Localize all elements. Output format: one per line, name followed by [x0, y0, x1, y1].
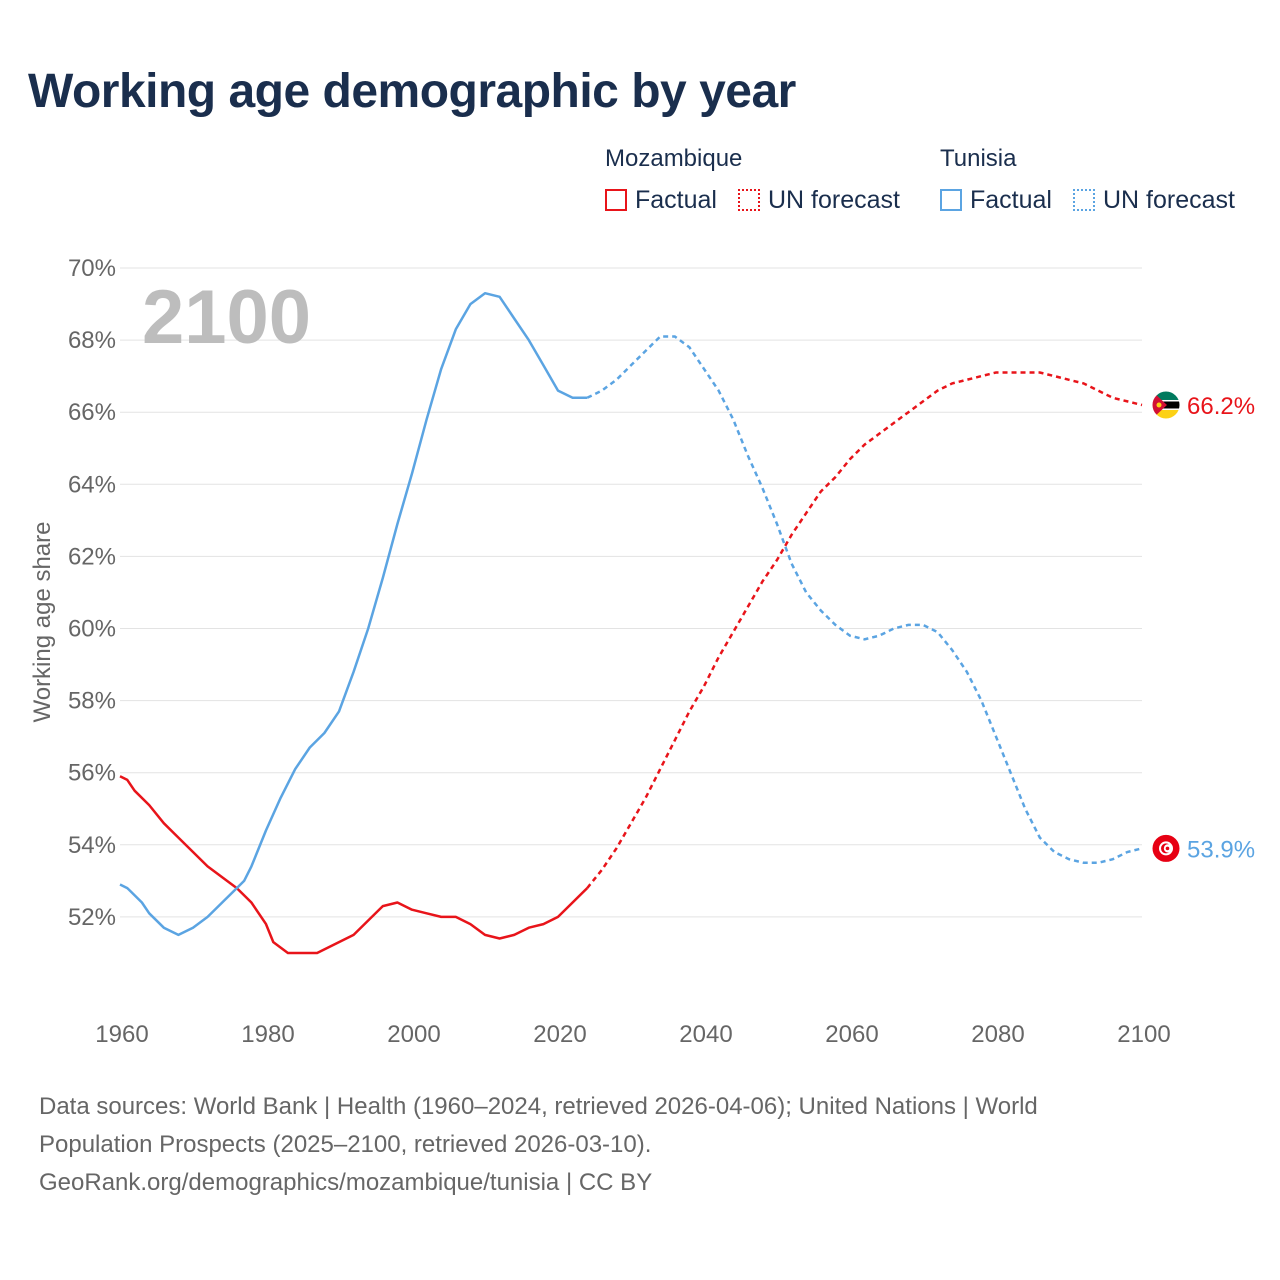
y-tick-label: 56%: [68, 760, 116, 787]
x-tick-label: 1980: [241, 1021, 294, 1048]
y-tick-label: 64%: [68, 471, 116, 498]
attribution-link[interactable]: GeoRank.org/demographics/mozambique/tuni…: [39, 1169, 653, 1196]
x-tick-label: 2040: [679, 1021, 732, 1048]
x-tick-label: 2100: [1117, 1021, 1170, 1048]
legend-mozambique-forecast[interactable]: UN forecast: [738, 186, 900, 214]
grid-lines: [120, 267, 1142, 918]
x-tick-label: 2020: [533, 1021, 586, 1048]
y-tick-label: 62%: [68, 543, 116, 570]
y-tick-label: 54%: [68, 832, 116, 859]
legend-tunisia-forecast[interactable]: UN forecast: [1073, 186, 1235, 214]
x-tick-label: 2080: [971, 1021, 1024, 1048]
y-tick-label: 60%: [68, 616, 116, 643]
y-tick-label: 52%: [68, 904, 116, 931]
x-tick-label: 2000: [387, 1021, 440, 1048]
legend-solid-swatch-icon: [605, 189, 627, 211]
year-watermark: 2100: [142, 275, 311, 360]
legend-label: UN forecast: [768, 185, 900, 214]
y-axis-ticks: 52% 54% 56% 58% 60% 62% 64% 66% 68% 70%: [68, 255, 116, 931]
end-markers: 66.2% 53.9%: [1151, 390, 1255, 863]
legend-solid-swatch-icon: [940, 189, 962, 211]
x-axis-ticks: 1960 1980 2000 2020 2040 2060 2080 2100: [95, 1021, 1170, 1048]
series-line-tunisia-forecast: [586, 335, 1143, 865]
series-line-mozambique-factual: [119, 775, 589, 955]
y-tick-label: 66%: [68, 399, 116, 426]
legend-mozambique-factual[interactable]: Factual: [605, 186, 717, 214]
y-axis-label: Working age share: [29, 522, 56, 723]
end-value-label: 53.9%: [1187, 836, 1255, 863]
series-line-tunisia-factual: [119, 291, 588, 937]
y-tick-label: 68%: [68, 327, 116, 354]
footer: Data sources: World Bank | Health (1960–…: [39, 1088, 1239, 1202]
source-line: Population Prospects (2025–2100, retriev…: [39, 1131, 652, 1158]
legend-label: UN forecast: [1103, 185, 1235, 214]
source-line: Data sources: World Bank | Health (1960–…: [39, 1093, 1038, 1120]
x-tick-label: 1960: [95, 1021, 148, 1048]
tunisia-flag-icon: [1151, 833, 1181, 863]
series-lines: [119, 291, 1143, 955]
mozambique-flag-icon: [1151, 390, 1181, 420]
legend-dotted-swatch-icon: [738, 189, 760, 211]
legend-tunisia-factual[interactable]: Factual: [940, 186, 1052, 214]
line-chart: 52% 54% 56% 58% 60% 62% 64% 66% 68% 70% 1960 1980 2…: [29, 255, 1255, 1048]
end-value-label: 66.2%: [1187, 393, 1255, 420]
chart-title: Working age demographic by year: [28, 65, 796, 118]
legend-label: Factual: [970, 185, 1052, 214]
legend-dotted-swatch-icon: [1073, 189, 1095, 211]
legend-group-tunisia: Tunisia: [940, 145, 1017, 172]
legend-group-mozambique: Mozambique: [605, 145, 743, 172]
y-tick-label: 58%: [68, 688, 116, 715]
series-line-mozambique-forecast: [586, 371, 1143, 889]
legend-label: Factual: [635, 185, 717, 214]
x-tick-label: 2060: [825, 1021, 878, 1048]
y-tick-label: 70%: [68, 255, 116, 282]
